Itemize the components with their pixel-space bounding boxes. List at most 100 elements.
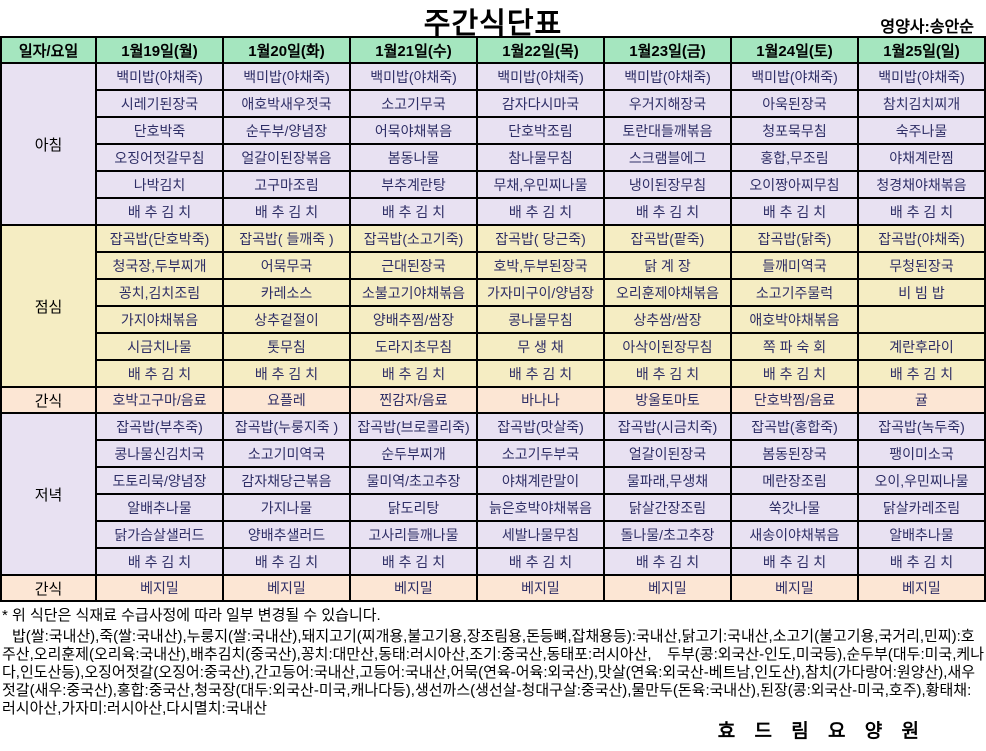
breakfast-cell-day5-item4: 스크램블에그 bbox=[603, 143, 732, 172]
lunch-cell-day5-item6: 배 추 김 치 bbox=[603, 359, 732, 388]
dinner-cell-day1-item3: 도토리묵/양념장 bbox=[95, 466, 224, 495]
breakfast-cell-day4-item4: 참나물무침 bbox=[476, 143, 605, 172]
snack-afternoon-cell-day3: 찐감자/음료 bbox=[349, 386, 478, 414]
lunch-cell-day7-item6: 배 추 김 치 bbox=[857, 359, 986, 388]
breakfast-cell-day7-item5: 청경채야채볶음 bbox=[857, 170, 986, 199]
breakfast-cell-day6-item5: 오이짱아찌무침 bbox=[730, 170, 859, 199]
meal-label-snack-evening: 간식 bbox=[0, 574, 97, 602]
breakfast-cell-day5-item6: 배 추 김 치 bbox=[603, 197, 732, 226]
snack-afternoon-row: 간식 호박고구마/음료 요플레 찐감자/음료 바나나 방울토마토 단호박찜/음료 귤 bbox=[0, 386, 986, 414]
breakfast-cell-day7-item4: 야채계란찜 bbox=[857, 143, 986, 172]
dinner-cell-day4-item3: 야채계란말이 bbox=[476, 466, 605, 495]
breakfast-cell-day6-item1: 백미밥(야채죽) bbox=[730, 62, 859, 91]
dinner-cell-day1-item1: 잡곡밥(부추죽) bbox=[95, 412, 224, 441]
snack-evening-cell-day2: 베지밀 bbox=[222, 574, 351, 602]
dinner-cell-day5-item6: 배 추 김 치 bbox=[603, 547, 732, 576]
dinner-cell-day4-item2: 소고기두부국 bbox=[476, 439, 605, 468]
breakfast-cell-day6-item3: 청포묵무침 bbox=[730, 116, 859, 145]
dinner-cell-day1-item2: 콩나물신김치국 bbox=[95, 439, 224, 468]
dinner-cell-day5-item4: 닭살간장조림 bbox=[603, 493, 732, 522]
breakfast-cell-day4-item1: 백미밥(야채죽) bbox=[476, 62, 605, 91]
day-header-3: 1월21일(수) bbox=[349, 36, 478, 64]
lunch-cell-day2-item1: 잡곡밥( 들깨죽 ) bbox=[222, 224, 351, 253]
lunch-cell-day2-item5: 톳무침 bbox=[222, 332, 351, 361]
meal-label-snack-afternoon: 간식 bbox=[0, 386, 97, 414]
nutritionist-label: 영양사:송안순 bbox=[880, 19, 974, 36]
lunch-cell-day7-item2: 무청된장국 bbox=[857, 251, 986, 280]
breakfast-cell-day5-item3: 토란대들깨볶음 bbox=[603, 116, 732, 145]
day-header-6: 1월24일(토) bbox=[730, 36, 859, 64]
meal-label-dinner: 저녁 bbox=[0, 412, 97, 576]
breakfast-cell-day6-item4: 홍합,무조림 bbox=[730, 143, 859, 172]
dinner-cell-day6-item5: 새송이야채볶음 bbox=[730, 520, 859, 549]
snack-afternoon-cell-day2: 요플레 bbox=[222, 386, 351, 414]
ingredient-origin-text: 밥(쌀:국내산),죽(쌀:국내산),누룽지(쌀:국내산),돼지고기(찌개용,불고… bbox=[2, 628, 984, 717]
lunch-cell-day6-item1: 잡곡밥(닭죽) bbox=[730, 224, 859, 253]
lunch-cell-day1-item1: 잡곡밥(단호박죽) bbox=[95, 224, 224, 253]
lunch-row: 청국장,두부찌개 어묵무국 근대된장국 호박,두부된장국 닭 계 장 들깨미역국 무청된장국 bbox=[1, 251, 986, 280]
lunch-cell-day6-item4: 애호박야채볶음 bbox=[730, 305, 859, 334]
facility-name: 효 드 림 요 양 원 bbox=[717, 721, 926, 742]
snack-afternoon-cell-day4: 바나나 bbox=[476, 386, 605, 414]
dinner-cell-day3-item6: 배 추 김 치 bbox=[349, 547, 478, 576]
dinner-cell-day2-item2: 소고기미역국 bbox=[222, 439, 351, 468]
dinner-cell-day4-item6: 배 추 김 치 bbox=[476, 547, 605, 576]
dinner-cell-day7-item6: 배 추 김 치 bbox=[857, 547, 986, 576]
lunch-row: 꽁치,김치조림 카레소스 소불고기야채볶음 가자미구이/양념장 오리훈제야채볶음 소고기주… bbox=[1, 278, 986, 307]
breakfast-cell-day1-item2: 시레기된장국 bbox=[95, 89, 224, 118]
dinner-cell-day3-item1: 잡곡밥(브로콜리죽) bbox=[349, 412, 478, 441]
dinner-cell-day5-item3: 물파래,무생채 bbox=[603, 466, 732, 495]
snack-evening-cell-day6: 베지밀 bbox=[730, 574, 859, 602]
lunch-row: 점심 잡곡밥(단호박죽) 잡곡밥( 들깨죽 ) 잡곡밥(소고기죽) 잡곡밥( 당근죽) 잡… bbox=[0, 224, 986, 388]
lunch-cell-day3-item3: 소불고기야채볶음 bbox=[349, 278, 478, 307]
day-header-5: 1월23일(금) bbox=[603, 36, 732, 64]
breakfast-cell-day2-item4: 얼갈이된장볶음 bbox=[222, 143, 351, 172]
breakfast-cell-day6-item2: 아욱된장국 bbox=[730, 89, 859, 118]
lunch-cell-day6-item6: 배 추 김 치 bbox=[730, 359, 859, 388]
dinner-cell-day7-item3: 오이,우민찌나물 bbox=[857, 466, 986, 495]
dinner-cell-day5-item2: 얼갈이된장국 bbox=[603, 439, 732, 468]
lunch-row: 가지야채볶음 상추겉절이 양배추찜/쌈장 콩나물무침 상추쌈/쌈장 애호박야채볶음 bbox=[1, 305, 986, 334]
breakfast-cell-day3-item1: 백미밥(야채죽) bbox=[349, 62, 478, 91]
snack-afternoon-cell-day1: 호박고구마/음료 bbox=[95, 386, 224, 414]
snack-evening-row: 간식 베지밀 베지밀 베지밀 베지밀 베지밀 베지밀 베지밀 bbox=[0, 574, 986, 602]
dinner-cell-day7-item1: 잡곡밥(녹두죽) bbox=[857, 412, 986, 441]
dinner-row: 도토리묵/양념장 감자채당근볶음 물미역/초고추장 야채계란말이 물파래,무생채 메란장조… bbox=[1, 466, 986, 495]
lunch-cell-day1-item4: 가지야채볶음 bbox=[95, 305, 224, 334]
footnote-text: * 위 식단은 식재료 수급사정에 따라 일부 변경될 수 있습니다. bbox=[2, 607, 381, 624]
lunch-cell-day4-item3: 가자미구이/양념장 bbox=[476, 278, 605, 307]
lunch-cell-day1-item5: 시금치나물 bbox=[95, 332, 224, 361]
lunch-cell-day5-item2: 닭 계 장 bbox=[603, 251, 732, 280]
day-header-4: 1월22일(목) bbox=[476, 36, 605, 64]
breakfast-cell-day6-item6: 배 추 김 치 bbox=[730, 197, 859, 226]
dinner-cell-day3-item3: 물미역/초고추장 bbox=[349, 466, 478, 495]
snack-evening-cell-day3: 베지밀 bbox=[349, 574, 478, 602]
lunch-cell-day5-item1: 잡곡밥(팥죽) bbox=[603, 224, 732, 253]
breakfast-cell-day5-item1: 백미밥(야채죽) bbox=[603, 62, 732, 91]
breakfast-row: 단호박죽 순두부/양념장 어묵야채볶음 단호박조림 토란대들깨볶음 청포묵무침 숙주나물 bbox=[1, 116, 986, 145]
snack-evening-cell-day5: 베지밀 bbox=[603, 574, 732, 602]
dinner-cell-day2-item1: 잡곡밥(누룽지죽 ) bbox=[222, 412, 351, 441]
breakfast-cell-day2-item6: 배 추 김 치 bbox=[222, 197, 351, 226]
lunch-cell-day1-item6: 배 추 김 치 bbox=[95, 359, 224, 388]
dinner-cell-day3-item5: 고사리들깨나물 bbox=[349, 520, 478, 549]
breakfast-cell-day1-item6: 배 추 김 치 bbox=[95, 197, 224, 226]
snack-evening-cell-day1: 베지밀 bbox=[95, 574, 224, 602]
breakfast-cell-day7-item2: 참치김치찌개 bbox=[857, 89, 986, 118]
lunch-row: 시금치나물 톳무침 도라지초무침 무 생 채 아삭이된장무침 쪽 파 숙 회 계란후라이 bbox=[1, 332, 986, 361]
breakfast-cell-day3-item5: 부추계란탕 bbox=[349, 170, 478, 199]
lunch-cell-day1-item3: 꽁치,김치조림 bbox=[95, 278, 224, 307]
breakfast-row: 시레기된장국 애호박새우젓국 소고기무국 감자다시마국 우거지해장국 아욱된장국 참치김치찌… bbox=[1, 89, 986, 118]
lunch-cell-day2-item4: 상추겉절이 bbox=[222, 305, 351, 334]
dinner-cell-day2-item4: 가지나물 bbox=[222, 493, 351, 522]
dinner-cell-day6-item6: 배 추 김 치 bbox=[730, 547, 859, 576]
meal-label-lunch: 점심 bbox=[0, 224, 97, 388]
lunch-cell-day2-item3: 카레소스 bbox=[222, 278, 351, 307]
breakfast-cell-day4-item2: 감자다시마국 bbox=[476, 89, 605, 118]
breakfast-cell-day1-item3: 단호박죽 bbox=[95, 116, 224, 145]
breakfast-row: 나박김치 고구마조림 부추계란탕 무채,우민찌나물 냉이된장무침 오이짱아찌무침 청경채야채… bbox=[1, 170, 986, 199]
breakfast-cell-day7-item1: 백미밥(야채죽) bbox=[857, 62, 986, 91]
breakfast-cell-day7-item3: 숙주나물 bbox=[857, 116, 986, 145]
